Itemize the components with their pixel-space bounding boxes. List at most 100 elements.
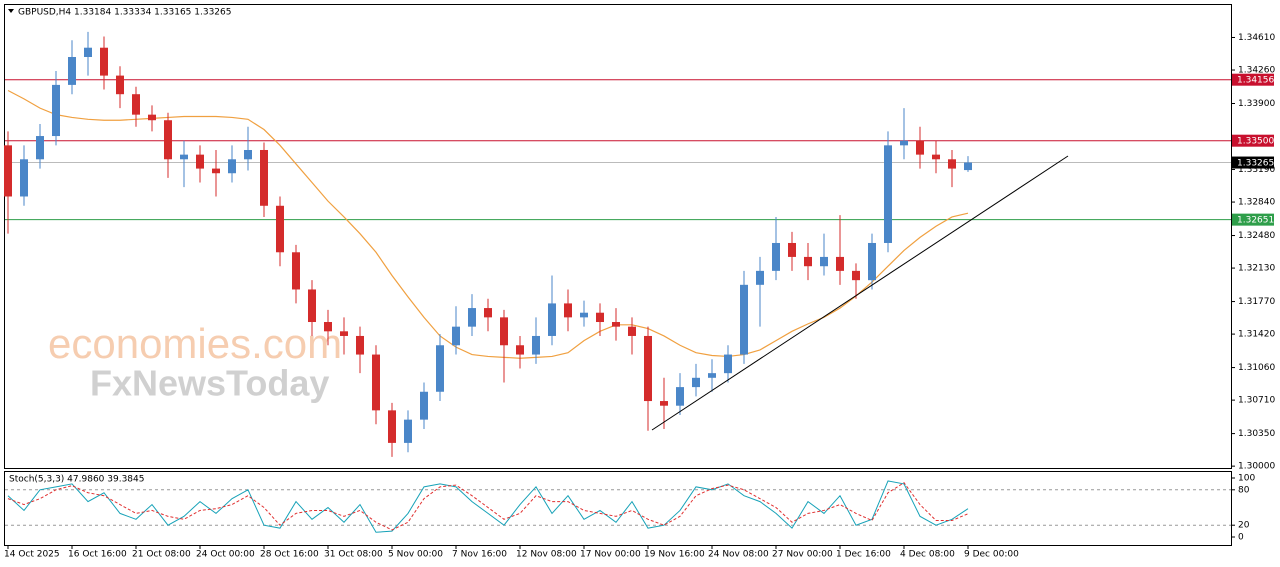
candle-body [820,256,828,267]
y-tick-label: 0 [1238,533,1244,543]
candle-body [596,312,604,323]
x-tick-label: 16 Oct 16:00 [68,550,127,560]
candle-body [260,149,268,206]
candle-body [244,149,252,160]
candle-body [900,140,908,146]
candle-body [52,84,60,137]
y-tick-label: 1.32480 [1238,231,1275,241]
candle-body [644,335,652,402]
collapse-icon [8,9,14,13]
x-tick-label: 31 Oct 08:00 [324,550,383,560]
y-tick-label: 1.34260 [1238,66,1275,76]
candle-body [404,419,412,443]
candle-body [804,256,812,267]
candle-body [868,242,876,281]
x-tick-label: 28 Oct 16:00 [260,550,319,560]
candle-body [356,335,364,355]
candle-body [132,94,140,115]
candle-body [420,391,428,420]
candle-body [84,47,92,58]
stoch-line [7,480,969,533]
candle-body [628,326,636,336]
x-tick-label: 19 Nov 16:00 [644,550,705,560]
y-tick-label: 1.34610 [1238,33,1275,43]
x-tick-label: 24 Nov 08:00 [708,550,769,560]
candle-body [180,154,188,160]
stoch-title: Stoch(5,3,3) 47.9860 39.3845 [9,475,144,485]
y-tick-label: 1.30000 [1238,462,1275,472]
y-tick-label: 1.32130 [1238,264,1275,274]
candle-body [452,326,460,346]
level-label: 1.33500 [1237,137,1274,147]
candle-body [660,401,668,406]
x-tick-label: 5 Nov 00:00 [388,550,443,560]
level-tag [1232,134,1274,147]
candle-body [20,159,28,197]
y-tick-label: 80 [1238,485,1250,495]
watermark: FxNewsToday [90,363,329,404]
candle-body [196,154,204,169]
x-tick-label: 12 Nov 08:00 [516,550,577,560]
candle-body [116,75,124,95]
candle-body [436,345,444,392]
candle-body [4,145,12,197]
candle-body [964,162,972,171]
candle-body [36,136,44,160]
candle-body [468,308,476,327]
y-tick-label: 1.30710 [1238,396,1275,406]
y-tick-label: 100 [1238,474,1255,484]
candle-body [532,335,540,355]
candle-body [148,114,156,121]
candle-body [372,354,380,411]
candle-body [292,252,300,290]
candle-body [212,168,220,174]
candle-body [100,47,108,76]
candle-body [884,145,892,243]
candle-body [564,303,572,318]
candle-body [276,205,284,253]
candle-body [916,140,924,155]
level-label: 1.34156 [1237,76,1274,86]
x-tick-label: 14 Oct 2025 [4,550,60,560]
candle-body [580,312,588,318]
candle-body [788,242,796,257]
y-tick-label: 1.33190 [1238,165,1275,175]
y-tick-label: 1.31420 [1238,330,1275,340]
y-tick-label: 1.31060 [1238,363,1275,373]
candle-body [308,289,316,323]
stoch-line [7,482,969,531]
level-label: 1.33265 [1237,159,1274,169]
candle-body [548,303,556,336]
y-tick-label: 1.30350 [1238,429,1275,439]
candle-body [228,159,236,174]
candle-body [324,322,332,332]
candle-body [484,308,492,318]
candle-body [836,256,844,271]
level-tag [1232,156,1274,169]
candle-body [516,345,524,355]
candle-body [852,270,860,281]
x-tick-label: 21 Oct 08:00 [132,550,191,560]
stoch-frame [4,471,1232,546]
watermark: economies.com [48,320,342,367]
candle-body [692,377,700,388]
y-tick-label: 1.32840 [1238,198,1275,208]
x-tick-label: 4 Dec 08:00 [900,550,955,560]
candle-body [740,284,748,355]
candle-body [948,159,956,169]
x-tick-label: 24 Oct 00:00 [196,550,255,560]
candle-body [708,373,716,378]
x-tick-label: 1 Dec 16:00 [836,550,891,560]
x-tick-label: 9 Dec 00:00 [964,550,1019,560]
candle-body [500,317,508,346]
x-tick-label: 27 Nov 00:00 [772,550,833,560]
level-label: 1.32651 [1237,216,1274,226]
candle-body [676,387,684,406]
candle-body [756,270,764,285]
y-tick-label: 1.31770 [1238,297,1275,307]
candle-body [340,331,348,336]
trendline [651,155,1069,431]
candle-body [612,322,620,327]
